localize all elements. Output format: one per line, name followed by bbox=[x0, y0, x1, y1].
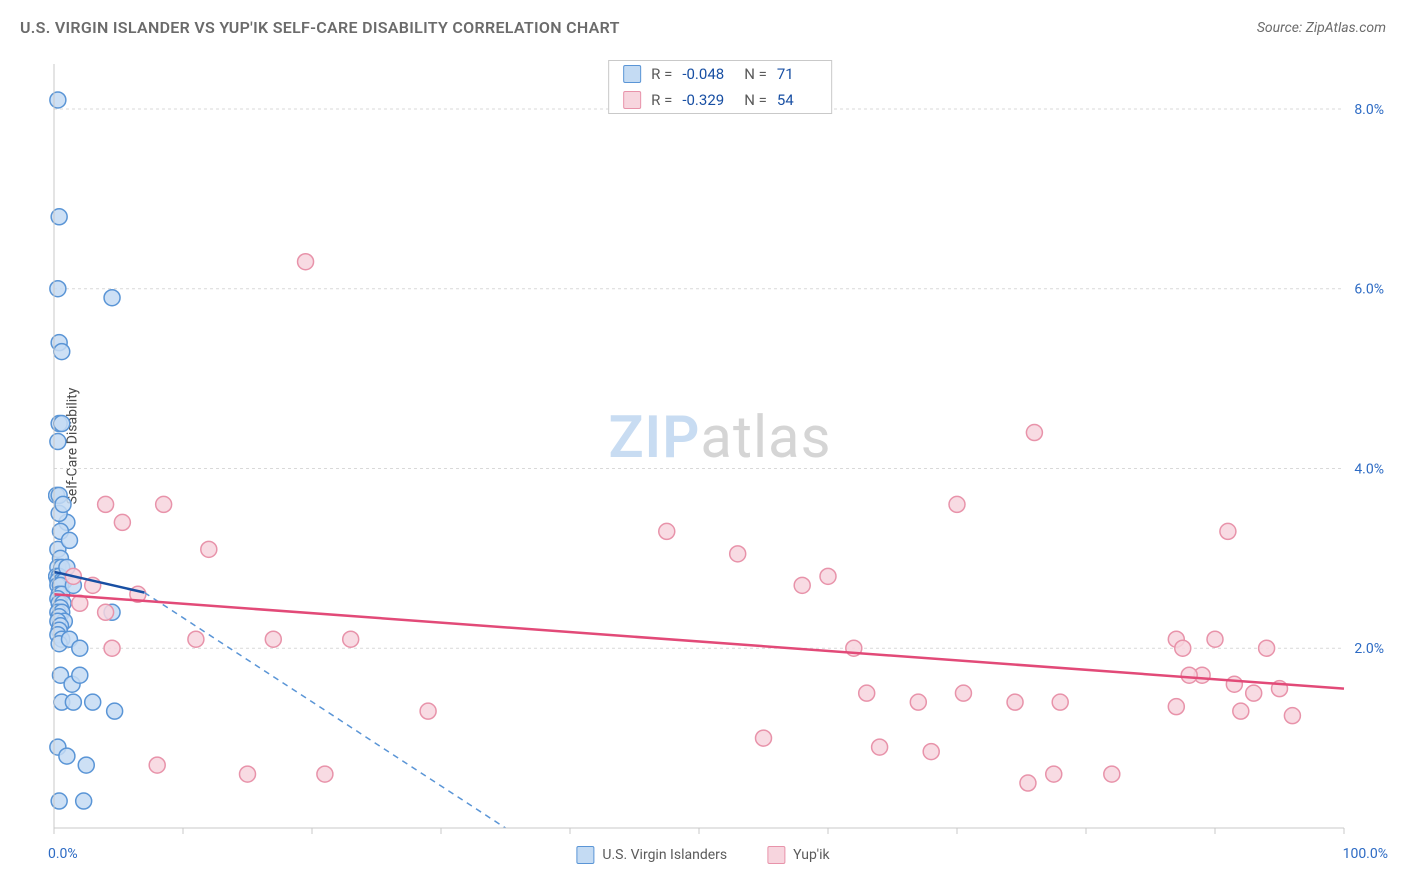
legend-swatch bbox=[623, 65, 641, 83]
r-value: -0.329 bbox=[682, 91, 724, 109]
chart-title: U.S. VIRGIN ISLANDER VS YUP'IK SELF-CARE… bbox=[20, 18, 620, 37]
legend-swatch bbox=[623, 91, 641, 109]
correlation-legend: R = -0.048 N = 71 R = -0.329 N = 54 bbox=[608, 60, 832, 114]
series-legend-label: Yup'ik bbox=[793, 847, 829, 863]
correlation-legend-row: R = -0.329 N = 54 bbox=[609, 87, 831, 113]
x-axis-tick-label: 0.0% bbox=[48, 846, 78, 862]
svg-text:6.0%: 6.0% bbox=[1354, 282, 1384, 298]
legend-swatch bbox=[576, 846, 594, 864]
series-legend-label: U.S. Virgin Islanders bbox=[602, 847, 727, 863]
n-label: N = bbox=[744, 65, 767, 83]
r-label: R = bbox=[651, 65, 672, 83]
plot-area: R =-0.048N =71R =-0.329N =54 ZIPatlas 2.… bbox=[48, 58, 1392, 834]
x-axis-tick-label: 100.0% bbox=[1343, 846, 1388, 862]
series-legend-item: Yup'ik bbox=[767, 846, 829, 864]
n-value: 54 bbox=[777, 91, 817, 109]
r-value: -0.048 bbox=[682, 65, 724, 83]
n-label: N = bbox=[744, 91, 767, 109]
legend-swatch bbox=[767, 846, 785, 864]
svg-text:2.0%: 2.0% bbox=[1354, 641, 1384, 657]
chart-header: U.S. VIRGIN ISLANDER VS YUP'IK SELF-CARE… bbox=[20, 18, 1386, 37]
n-value: 71 bbox=[777, 65, 817, 83]
chart-source: Source: ZipAtlas.com bbox=[1257, 20, 1386, 36]
scatter-chart: 2.0% 4.0% 6.0% 8.0% bbox=[48, 58, 1392, 834]
svg-text:8.0%: 8.0% bbox=[1354, 102, 1384, 118]
correlation-legend-row: R = -0.048 N = 71 bbox=[609, 61, 831, 87]
series-legend-item: U.S. Virgin Islanders bbox=[576, 846, 727, 864]
r-label: R = bbox=[651, 91, 672, 109]
svg-text:4.0%: 4.0% bbox=[1354, 461, 1384, 477]
series-legend: U.S. Virgin Islanders Yup'ik bbox=[576, 846, 829, 864]
